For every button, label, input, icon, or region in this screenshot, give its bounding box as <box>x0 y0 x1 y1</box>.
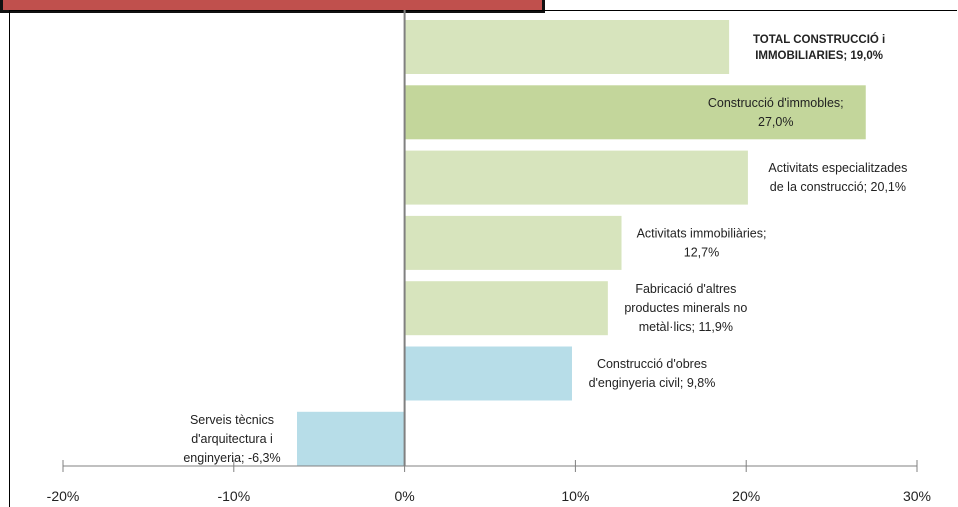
bar <box>404 215 622 270</box>
chart-title-banner <box>0 0 545 13</box>
bar <box>404 150 748 205</box>
bar-data-label: Activitats immobiliàries; 12,7% <box>637 226 767 259</box>
x-tick-label: 10% <box>561 488 589 504</box>
bar-data-label: Fabricació d'altres productes minerals no… <box>624 282 747 334</box>
bar <box>404 346 572 401</box>
bar <box>404 85 866 140</box>
x-tick-label: 0% <box>394 488 414 504</box>
bar <box>404 20 730 74</box>
x-tick-label: 20% <box>732 488 760 504</box>
plot-area <box>9 10 957 507</box>
x-tick-label: 30% <box>903 488 931 504</box>
x-tick-label: -20% <box>47 488 80 504</box>
bar-data-label: Serveis tècnics d'arquitectura i enginyeri… <box>183 413 280 465</box>
bar-data-label: Activitats especialitzades de la construc… <box>768 161 907 194</box>
bar-data-label: Construcció d'immobles; 27,0% <box>708 96 844 129</box>
bar-data-label: TOTAL CONSTRUCCIÓ i IMMOBILIARIES; 19,0% <box>753 33 885 62</box>
x-tick-label: -10% <box>217 488 250 504</box>
bar <box>404 281 608 336</box>
bar-data-label: Construcció d'obres d'enginyeria civil; 9… <box>589 357 716 390</box>
bar <box>296 411 405 466</box>
